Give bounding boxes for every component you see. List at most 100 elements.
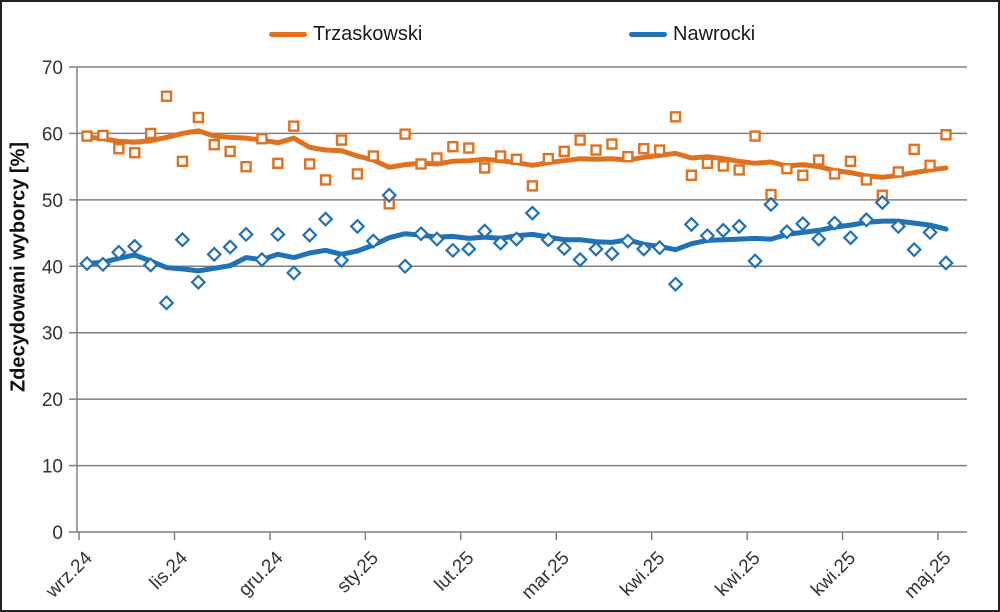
scatter-marker-diamond: [938, 255, 954, 271]
legend-item-trzaskowski: Trzaskowski: [269, 22, 422, 46]
x-tick-label: gru.24: [235, 547, 288, 600]
x-tick-label: wrz.24: [41, 547, 96, 602]
scatter-marker-diamond: [79, 255, 95, 272]
scatter-marker-square: [335, 134, 348, 146]
scatter-marker-square: [733, 164, 745, 176]
scatter-marker-square: [240, 160, 252, 173]
scatter-marker-diamond: [190, 274, 207, 291]
scatter-marker-diamond: [397, 258, 413, 275]
scatter-marker-square: [319, 174, 332, 186]
scatter-marker-diamond: [413, 225, 429, 242]
scatter-marker-diamond: [286, 265, 302, 281]
scatter-marker-diamond: [588, 241, 604, 257]
scatter-marker-square: [510, 153, 523, 166]
scatter-marker-diamond: [635, 241, 652, 257]
scatter-marker-diamond: [826, 215, 843, 231]
scatter-marker-square: [351, 168, 364, 180]
scatter-marker-square: [129, 146, 141, 159]
x-tick-label: maj.25: [900, 548, 955, 603]
scatter-marker-square: [574, 134, 586, 146]
scatter-marker-square: [463, 142, 475, 154]
scatter-marker-diamond: [301, 227, 318, 243]
scatter-marker-diamond: [238, 226, 254, 243]
legend-item-nawrocki: Nawrocki: [629, 22, 755, 46]
scatter-marker-square: [797, 169, 809, 181]
scatter-marker-square: [208, 139, 220, 151]
scatter-marker-diamond: [667, 276, 684, 292]
scatter-marker-diamond: [476, 223, 493, 239]
scatter-marker-diamond: [651, 239, 668, 256]
scatter-marker-diamond: [111, 244, 127, 261]
scatter-marker-diamond: [779, 223, 795, 240]
scatter-marker-square: [940, 129, 952, 141]
scatter-marker-diamond: [540, 231, 557, 248]
legend-label-trzaskowski: Trzaskowski: [313, 23, 423, 45]
scatter-marker-square: [113, 143, 125, 155]
scatter-marker-diamond: [317, 211, 334, 227]
x-tick-label: kwi.25: [712, 548, 765, 601]
scatter-marker-diamond: [715, 222, 732, 239]
scatter-marker-diamond: [842, 229, 859, 246]
scatter-marker-square: [494, 150, 507, 162]
scatter-marker-square: [478, 162, 491, 174]
scatter-marker-diamond: [508, 231, 525, 247]
scatter-marker-diamond: [365, 233, 382, 249]
scatter-marker-diamond: [206, 246, 223, 263]
scatter-marker-square: [590, 144, 602, 156]
scatter-marker-square: [669, 111, 682, 123]
legend-label-nawrocki: Nawrocki: [673, 23, 756, 45]
scatter-marker-square: [272, 157, 284, 170]
scatter-marker-diamond: [922, 224, 938, 241]
scatter-marker-square: [97, 129, 109, 142]
scatter-marker-square: [224, 145, 236, 158]
scatter-marker-diamond: [142, 257, 159, 273]
scatter-marker-square: [606, 138, 618, 150]
scatter-marker-square: [256, 133, 268, 145]
x-tick-label: lut.25: [431, 548, 479, 596]
scatter-marker-diamond: [95, 256, 111, 273]
scatter-marker-square: [892, 166, 904, 178]
scatter-marker-square: [908, 143, 920, 156]
scatter-marker-diamond: [763, 196, 779, 213]
scatter-marker-diamond: [158, 295, 175, 311]
scatter-marker-square: [653, 144, 666, 156]
scatter-marker-square: [638, 143, 650, 155]
scatter-marker-diamond: [445, 242, 461, 259]
scatter-marker-diamond: [174, 231, 191, 248]
y-tick-label: 40: [42, 257, 63, 278]
scatter-marker-square: [415, 158, 427, 170]
y-tick-label: 10: [42, 457, 63, 478]
scatter-marker-square: [192, 111, 205, 124]
scatter-marker-diamond: [429, 231, 445, 247]
scatter-marker-diamond: [699, 227, 716, 244]
scatter-marker-diamond: [795, 215, 811, 232]
scatter-marker-square: [828, 168, 841, 180]
scatter-marker-diamond: [858, 212, 875, 228]
legend-line-swatch-orange: [269, 31, 307, 37]
scatter-marker-square: [176, 155, 189, 168]
scatter-marker-square: [622, 150, 634, 163]
y-tick-label: 30: [42, 324, 63, 345]
x-tick-label: kwi.25: [616, 548, 669, 601]
scatter-marker-square: [924, 159, 936, 172]
scatter-marker-square: [526, 180, 539, 192]
y-tick-label: 0: [52, 523, 63, 544]
scatter-marker-square: [367, 150, 380, 162]
scatter-marker-square: [303, 158, 316, 170]
scatter-marker-diamond: [906, 241, 922, 258]
scatter-marker-square: [81, 130, 93, 142]
scatter-marker-diamond: [126, 238, 143, 255]
scatter-marker-diamond: [556, 240, 572, 257]
scatter-marker-square: [399, 128, 411, 140]
scatter-marker-square: [860, 174, 873, 186]
scatter-marker-square: [144, 127, 157, 140]
scatter-marker-diamond: [890, 218, 907, 235]
scatter-marker-square: [749, 130, 761, 142]
y-tick-label: 20: [42, 390, 63, 411]
legend-line-swatch-blue: [629, 31, 667, 37]
scatter-marker-diamond: [254, 251, 270, 268]
scatter-marker-square: [431, 152, 443, 164]
scatter-marker-diamond: [683, 216, 700, 233]
scatter-marker-square: [844, 155, 857, 168]
scatter-marker-square: [701, 157, 714, 170]
